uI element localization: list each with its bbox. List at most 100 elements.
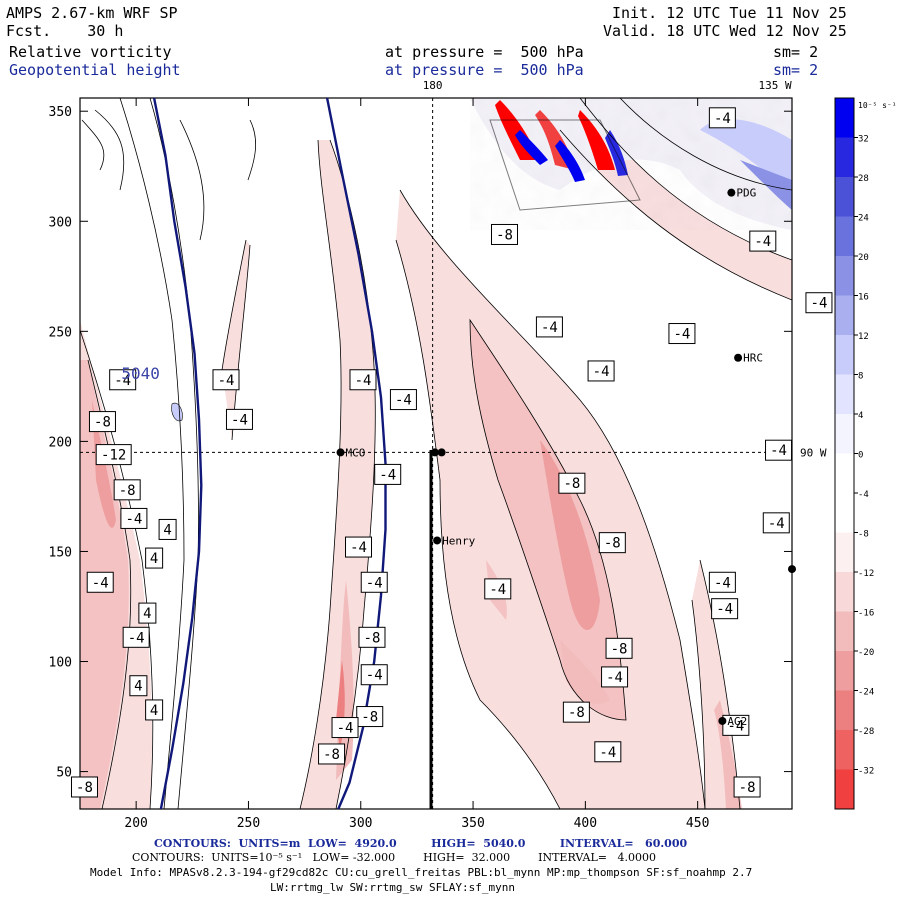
colorbar-tick-label: -32 bbox=[858, 767, 874, 777]
y-tick-label: 50 bbox=[56, 766, 72, 781]
contour-label: -8 bbox=[604, 536, 621, 552]
geo-label: 90 W bbox=[800, 446, 827, 459]
colorbar-tick-label: 0 bbox=[858, 451, 863, 461]
colorbar-cell bbox=[835, 256, 854, 296]
x-tick-label: 250 bbox=[237, 816, 260, 831]
x-tick-label: 200 bbox=[124, 816, 147, 831]
colorbar-tick-label: -16 bbox=[858, 609, 874, 619]
contour-label: -4 bbox=[599, 745, 616, 761]
contour-label: -8 bbox=[568, 705, 585, 721]
station-marker bbox=[438, 448, 446, 456]
contour-label: -4 bbox=[337, 721, 354, 737]
station-marker bbox=[734, 354, 742, 362]
colorbar-tick-label: -8 bbox=[858, 530, 869, 540]
contour-label: -4 bbox=[716, 602, 733, 618]
colorbar-unit-label: 10⁻⁵ s⁻¹ bbox=[858, 101, 897, 110]
contour-label: -4 bbox=[355, 373, 372, 389]
colorbar-tick-label: 8 bbox=[858, 372, 863, 382]
contour-label: -8 bbox=[119, 483, 136, 499]
contour-label: -8 bbox=[364, 630, 381, 646]
contour-label: -4 bbox=[606, 670, 623, 686]
contour-label: -8 bbox=[94, 415, 111, 431]
contour-label: -4 bbox=[593, 364, 610, 380]
contour-label: -4 bbox=[92, 575, 109, 591]
contour-label: -8 bbox=[76, 780, 93, 796]
colorbar-tick-label: -4 bbox=[858, 490, 869, 500]
station-label: Henry bbox=[442, 534, 475, 547]
station-marker bbox=[718, 717, 726, 725]
contour-label: -4 bbox=[714, 111, 731, 127]
colorbar-tick-label: 4 bbox=[858, 411, 863, 421]
colorbar-cell bbox=[835, 691, 854, 731]
colorbar-tick-label: 32 bbox=[858, 135, 869, 145]
contour-label: -4 bbox=[350, 540, 367, 556]
colorbar-tick-label: -24 bbox=[858, 688, 874, 698]
contour-label: 4 bbox=[163, 522, 171, 538]
y-tick-label: 300 bbox=[49, 215, 72, 230]
colorbar-cell bbox=[835, 177, 854, 217]
y-tick-label: 100 bbox=[49, 656, 72, 671]
colorbar-cell bbox=[835, 572, 854, 612]
station-marker bbox=[337, 448, 345, 456]
colorbar-tick-label: 24 bbox=[858, 214, 869, 224]
station-label: AG2 bbox=[727, 715, 747, 728]
y-tick-label: 200 bbox=[49, 435, 72, 450]
contour-label: -8 bbox=[323, 747, 340, 763]
colorbar-cell bbox=[835, 414, 854, 454]
colorbar-cell bbox=[835, 375, 854, 415]
y-tick-label: 350 bbox=[49, 105, 72, 120]
x-tick-label: 450 bbox=[686, 816, 709, 831]
contour-label: -12 bbox=[101, 448, 126, 464]
colorbar-tick-label: -12 bbox=[858, 569, 874, 579]
station-label: PDG bbox=[736, 187, 756, 200]
contour-label: -8 bbox=[563, 476, 580, 492]
height-contour-info: CONTOURS: UNITS=m LOW= 4920.0 HIGH= 5040… bbox=[154, 837, 687, 850]
colorbar-tick-label: -28 bbox=[858, 727, 874, 737]
contour-label: -4 bbox=[714, 575, 731, 591]
contour-label: -8 bbox=[611, 641, 628, 657]
contour-label: -4 bbox=[768, 516, 785, 532]
contour-label: -4 bbox=[379, 467, 396, 483]
contour-label: -4 bbox=[128, 630, 145, 646]
contour-label: 4 bbox=[134, 679, 142, 695]
contour-label: -4 bbox=[811, 296, 828, 312]
colorbar-cell bbox=[835, 217, 854, 257]
colorbar-cell bbox=[835, 770, 854, 810]
colorbar-cell bbox=[835, 98, 854, 138]
colorbar-cell bbox=[835, 493, 854, 533]
height-contour-label: 5040 bbox=[121, 364, 160, 383]
contour-label: -4 bbox=[395, 393, 412, 409]
station-label: MCO bbox=[346, 446, 366, 459]
colorbar-cell bbox=[835, 651, 854, 691]
contour-label: -8 bbox=[361, 710, 378, 726]
contour-label: -4 bbox=[218, 373, 235, 389]
x-tick-label: 350 bbox=[461, 816, 484, 831]
station-marker bbox=[433, 536, 441, 544]
contour-label: -4 bbox=[366, 668, 383, 684]
colorbar-tick-label: 20 bbox=[858, 253, 869, 263]
vorticity-contour-info: CONTOURS: UNITS=10⁻⁵ s⁻¹ LOW= -32.000 HI… bbox=[132, 851, 656, 864]
contour-label: 4 bbox=[150, 551, 158, 567]
contour-label: 4 bbox=[143, 606, 151, 622]
contour-label: -4 bbox=[541, 320, 558, 336]
colorbar-cell bbox=[835, 730, 854, 770]
colorbar-cell bbox=[835, 296, 854, 336]
station-marker bbox=[788, 565, 796, 573]
contour-label: -4 bbox=[770, 443, 787, 459]
contour-label: 4 bbox=[150, 703, 158, 719]
y-tick-label: 250 bbox=[49, 325, 72, 340]
y-tick-label: 150 bbox=[49, 545, 72, 560]
contour-label: -4 bbox=[125, 511, 142, 527]
contour-label: -8 bbox=[739, 780, 756, 796]
x-tick-label: 300 bbox=[349, 816, 372, 831]
contour-label: -4 bbox=[366, 575, 383, 591]
colorbar-cell bbox=[835, 335, 854, 375]
x-tick-label: 400 bbox=[574, 816, 597, 831]
contour-label: -4 bbox=[754, 234, 771, 250]
contour-label: -4 bbox=[489, 582, 506, 598]
model-info-2: LW:rrtmg_lw SW:rrtmg_sw SFLAY:sf_mynn bbox=[270, 881, 515, 894]
colorbar-cell bbox=[835, 533, 854, 573]
colorbar-legend: 32 28 24 20 16 12 8 4 0 -4 -8 -12 -16 -20 -24 -28 -32 10⁻… bbox=[835, 98, 897, 810]
colorbar-tick-label: 28 bbox=[858, 174, 869, 184]
